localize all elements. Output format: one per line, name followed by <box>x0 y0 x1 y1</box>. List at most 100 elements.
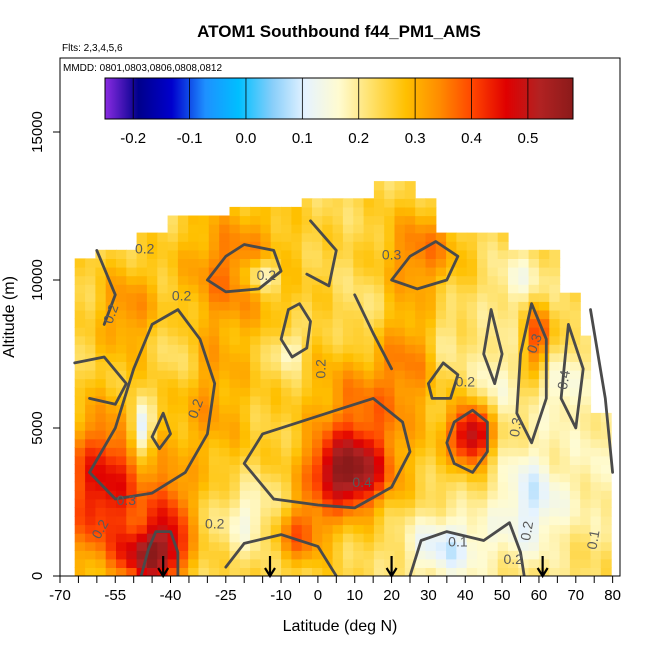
heatmap-cell <box>270 438 282 448</box>
heatmap-cell <box>105 473 117 483</box>
heatmap-cell <box>198 558 210 568</box>
heatmap-cell <box>146 464 158 474</box>
heatmap-cell <box>569 327 581 337</box>
heatmap-cell <box>74 558 86 568</box>
heatmap-cell <box>580 421 592 431</box>
heatmap-cell <box>394 430 406 440</box>
heatmap-cell <box>157 327 169 337</box>
heatmap-cell <box>157 232 169 242</box>
heatmap-cell <box>74 318 86 328</box>
heatmap-cell <box>301 455 313 465</box>
heatmap-cell <box>322 249 334 259</box>
heatmap-cell <box>105 378 117 388</box>
heatmap-cell <box>260 318 272 328</box>
heatmap-cell <box>332 344 344 354</box>
heatmap-cell <box>518 498 530 508</box>
heatmap-cell <box>580 515 592 526</box>
heatmap-cell <box>415 558 427 568</box>
heatmap-cell <box>239 515 251 526</box>
heatmap-cell <box>446 412 457 423</box>
heatmap-cell <box>342 344 354 354</box>
heatmap-cell <box>600 490 612 500</box>
heatmap-cell <box>281 258 292 268</box>
heatmap-cell <box>301 292 313 302</box>
heatmap-cell <box>126 524 138 534</box>
heatmap-cell <box>580 352 592 362</box>
heatmap-cell <box>446 524 457 534</box>
heatmap-cell <box>146 447 158 457</box>
heatmap-cell <box>312 395 323 405</box>
heatmap-cell <box>229 301 241 311</box>
heatmap-cell <box>353 481 365 491</box>
heatmap-cell <box>394 473 406 483</box>
heatmap-cell <box>528 335 540 345</box>
heatmap-cell <box>384 309 396 320</box>
heatmap-cell <box>250 430 261 440</box>
heatmap-cell <box>105 352 117 362</box>
heatmap-cell <box>239 327 251 337</box>
heatmap-cell <box>95 284 107 294</box>
heatmap-cell <box>415 507 427 517</box>
heatmap-cell <box>342 455 354 465</box>
heatmap-cell <box>322 198 334 208</box>
heatmap-cell <box>301 550 313 560</box>
heatmap-cell <box>157 249 169 259</box>
y-tick-label: 5000 <box>29 411 46 444</box>
heatmap-cell <box>404 309 416 320</box>
heatmap-cell <box>528 361 540 371</box>
heatmap-cell <box>146 412 158 423</box>
heatmap-cell <box>270 387 282 397</box>
heatmap-cell <box>497 550 509 560</box>
heatmap-cell <box>177 378 189 388</box>
heatmap-cell <box>250 292 261 302</box>
heatmap-cell <box>260 241 272 251</box>
contour-label: 0.2 <box>135 240 155 256</box>
heatmap-cell <box>322 327 334 337</box>
heatmap-cell <box>198 541 210 551</box>
heatmap-cell <box>146 567 158 576</box>
heatmap-cell <box>157 241 169 251</box>
heatmap-cell <box>177 301 189 311</box>
heatmap-cell <box>291 241 303 251</box>
x-tick-label: 50 <box>494 587 511 604</box>
heatmap-cell <box>239 267 251 277</box>
contour-line <box>445 408 489 474</box>
heatmap-cell <box>95 412 107 423</box>
heatmap-cell <box>281 541 292 551</box>
heatmap-cell <box>415 550 427 560</box>
heatmap-cell <box>126 378 138 388</box>
heatmap-cell <box>580 335 592 345</box>
heatmap-cell <box>74 438 86 448</box>
heatmap-cell <box>167 241 179 251</box>
heatmap-cell <box>105 541 117 551</box>
heatmap-cell <box>116 430 127 440</box>
heatmap-cell <box>466 309 478 320</box>
heatmap-cell <box>136 232 148 242</box>
heatmap-cell <box>239 352 251 362</box>
heatmap-cell <box>177 267 189 277</box>
heatmap-cell <box>95 541 107 551</box>
heatmap-cell <box>260 490 272 500</box>
heatmap-cell <box>188 524 200 534</box>
heatmap-cell <box>136 352 148 362</box>
heatmap-cell <box>487 361 499 371</box>
heatmap-cell <box>116 464 127 474</box>
heatmap-cell <box>239 507 251 517</box>
heatmap-cell <box>270 275 282 285</box>
heatmap-cell <box>146 524 158 534</box>
heatmap-cell <box>332 498 344 508</box>
heatmap-cell <box>105 292 117 302</box>
heatmap-cell <box>229 361 241 371</box>
heatmap-cell <box>497 412 509 423</box>
heatmap-cell <box>85 284 96 294</box>
heatmap-cell <box>600 473 612 483</box>
heatmap-cell <box>373 352 385 362</box>
heatmap-cell <box>281 550 292 560</box>
heatmap-cell <box>167 352 179 362</box>
heatmap-cell <box>136 387 148 397</box>
heatmap-cell <box>497 267 509 277</box>
heatmap-cell <box>126 515 138 526</box>
heatmap-cell <box>508 267 519 277</box>
heatmap-cell <box>497 558 509 568</box>
heatmap-cell <box>146 327 158 337</box>
